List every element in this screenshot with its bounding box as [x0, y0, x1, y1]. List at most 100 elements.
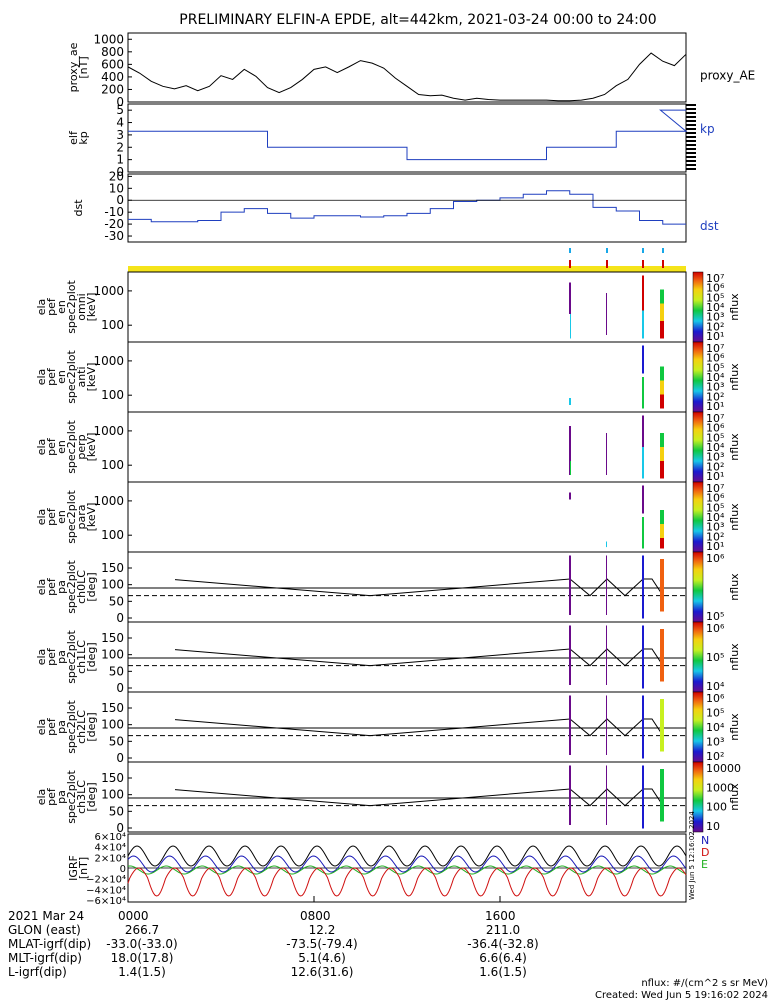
footer-units: nflux: #/(cm^2 s sr MeV)	[641, 978, 768, 989]
energy-spec-0-cbar-label: nflux	[728, 293, 741, 321]
energy-spec-0-cbar-tick-2: 10⁵	[706, 291, 724, 304]
energy-spec-1-stripe-5	[660, 394, 664, 409]
energy-spec-0-cbar-tick-3: 10⁴	[706, 301, 725, 314]
ylabel-10-3: spec2plot	[65, 770, 78, 824]
ylabel-7-0: ela	[35, 579, 48, 596]
pa-spec-2-cbar-label: nflux	[728, 713, 741, 741]
orbit-marker-top-0	[569, 248, 571, 253]
energy-spec-2-stripe-3	[642, 415, 644, 447]
energy-spec-1-frame	[127, 341, 687, 413]
ytick-9-1: 100	[101, 718, 124, 732]
ytick-2-0: 20	[109, 169, 124, 183]
kp-edge-tick	[686, 140, 696, 142]
pa-spec-0-stripe-0	[569, 555, 571, 615]
energy-spec-0-stripe-1	[570, 314, 571, 339]
energy-spec-2-stripe-5	[660, 433, 664, 447]
glon-v2: 211.0	[486, 923, 520, 937]
orbit-marker-0	[569, 260, 571, 268]
pa-spec-3-fov-line	[174, 788, 664, 807]
energy-spec-3-cbar-tick-0: 10⁷	[706, 482, 724, 495]
energy-spec-3-cbar-tick-4: 10³	[706, 521, 724, 534]
energy-spec-3-stripe-4	[660, 510, 664, 524]
energy-spec-3-stripe-5	[660, 524, 664, 538]
ylabel-10-2: pa	[55, 790, 68, 804]
pa-spec-0-colorbar	[692, 551, 704, 623]
ylabel-9-0: ela	[35, 719, 48, 736]
ytick-2-1: 10	[109, 181, 124, 195]
pa-spec-2-cbar-tick-4: 10²	[706, 750, 724, 763]
energy-spec-1-cbar-tick-4: 10³	[706, 381, 724, 394]
ytick-6-0: 1000	[93, 494, 124, 508]
proxy-ae-label: proxy_AE	[700, 69, 755, 83]
pa-spec-1-stripe-1	[606, 625, 607, 685]
energy-spec-0-stripe-3	[642, 275, 644, 311]
mlt-v2: 6.6(6.4)	[479, 951, 527, 965]
ylabel-0-0: proxy_ae	[67, 42, 80, 92]
ytick-0-2: 600	[101, 57, 124, 71]
energy-spec-3-cbar-tick-5: 10²	[706, 530, 724, 543]
pa-spec-3-stripe-1	[606, 765, 607, 825]
pa-spec-2-cbar-tick-2: 10⁴	[706, 721, 725, 734]
ylabel-4-0: ela	[35, 369, 48, 386]
kp-edge-tick	[686, 112, 696, 114]
ylabel-4-1: pef	[45, 367, 58, 386]
ylabel-8-4: ch1LC	[75, 640, 88, 674]
ylabel-1-0: elf	[67, 130, 80, 145]
kp-edge-tick	[686, 104, 696, 106]
l-v2: 1.6(1.5)	[479, 965, 527, 979]
energy-spec-1-cbar-label: nflux	[728, 363, 741, 391]
energy-spec-3-cbar-tick-1: 10⁶	[706, 492, 725, 505]
kp-edge-tick	[686, 144, 696, 146]
pa-spec-3-cbar-tick-3: 10	[706, 820, 720, 833]
ytick-0-5: 0	[116, 95, 124, 109]
ylabel-4-3: spec2plot	[65, 350, 78, 404]
ylabel-5-1: pef	[45, 437, 58, 456]
ylabel-9-1: pef	[45, 717, 58, 736]
energy-spec-0-cbar-tick-5: 10²	[706, 320, 724, 333]
energy-spec-3-colorbar	[692, 481, 704, 553]
kp-edge-tick	[686, 120, 696, 122]
energy-spec-2-stripe-1	[570, 461, 571, 475]
ytick-4-0: 1000	[93, 354, 124, 368]
ytick-7-1: 100	[101, 578, 124, 592]
kp-edge-tick	[686, 148, 696, 150]
pa-spec-2-stripe-1	[606, 695, 607, 755]
orbit-marker-2	[642, 260, 644, 268]
pa-spec-3-cbar-tick-1: 1000	[706, 781, 734, 794]
energy-spec-3-cbar-label: nflux	[728, 503, 741, 531]
pa-spec-1-stripe-0	[569, 625, 571, 685]
orbit-marker-top-2	[642, 248, 644, 253]
l-v1: 12.6(31.6)	[291, 965, 354, 979]
kp-edge-tick	[686, 168, 696, 170]
ylabel-10-5: [deg]	[85, 782, 98, 811]
pa-spec-2-stripe-3	[660, 699, 664, 752]
energy-spec-3-frame	[127, 481, 687, 553]
pa-spec-1-stripe-2	[642, 625, 644, 689]
ylabel-3-5: [keV]	[85, 293, 98, 322]
glon-v0: 266.7	[125, 923, 159, 937]
energy-spec-1-cbar-tick-2: 10⁵	[706, 361, 724, 374]
pa-spec-3-stripe-3	[660, 769, 664, 822]
plot-title: PRELIMINARY ELFIN-A EPDE, alt=442km, 202…	[179, 12, 656, 28]
ylabel-1-1: kp	[77, 131, 90, 144]
energy-spec-1-stripe-3	[660, 366, 664, 381]
energy-spec-2-stripe-7	[660, 461, 664, 479]
ylabel-5-4: perp	[75, 434, 88, 459]
ylabel-8-2: pa	[55, 650, 68, 664]
energy-spec-0-stripe-7	[660, 321, 664, 339]
ytick-8-0: 150	[101, 631, 124, 645]
ylabel-6-0: ela	[35, 509, 48, 526]
ylabel-6-4: para	[75, 505, 88, 530]
ytick-9-0: 150	[101, 701, 124, 715]
ylabel-10-0: ela	[35, 789, 48, 806]
ytick-9-2: 50	[109, 734, 124, 748]
ylabel-3-1: pef	[45, 297, 58, 316]
igrf-ytick-2: 2×10⁴	[95, 853, 126, 864]
orbit-marker-1	[606, 260, 608, 268]
kp-edge-tick	[686, 160, 696, 162]
side-timestamp: Wed Jun 5 12:16:02 2024	[688, 811, 696, 900]
tick-time-2: 1600	[485, 909, 516, 923]
ytick-2-5: -30	[104, 229, 124, 243]
ylabel-5-2: en	[55, 440, 68, 454]
kp-edge-tick	[686, 136, 696, 138]
